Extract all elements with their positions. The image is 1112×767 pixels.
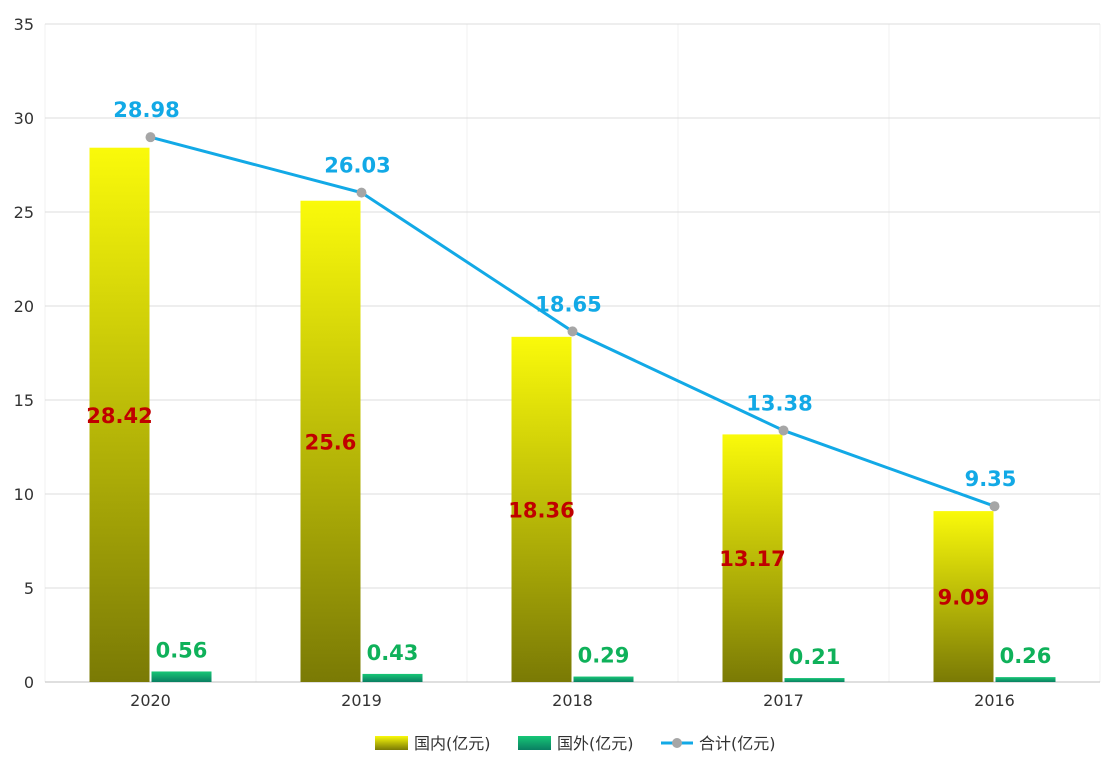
bar-domestic (89, 147, 150, 683)
data-label-domestic: 18.36 (508, 498, 574, 522)
data-label-total: 26.03 (324, 154, 390, 178)
data-label-foreign: 0.43 (367, 641, 419, 665)
y-tick-label: 0 (24, 673, 34, 692)
x-tick-label: 2017 (763, 691, 804, 710)
series-line-total (150, 135, 996, 508)
y-tick-label: 30 (14, 109, 34, 128)
line-point-total (567, 326, 578, 337)
data-label-total: 9.35 (965, 467, 1017, 491)
line-point-total (778, 425, 789, 436)
bar-domestic (933, 511, 994, 682)
y-tick-label: 20 (14, 297, 34, 316)
data-label-total: 28.98 (113, 98, 179, 122)
line-point-total (145, 132, 156, 143)
legend-label-foreign: 国外(亿元) (557, 734, 634, 753)
line-point-total (989, 501, 1000, 512)
legend-label-domestic: 国内(亿元) (414, 734, 491, 753)
data-label-total: 13.38 (746, 391, 812, 415)
data-label-foreign: 0.26 (1000, 644, 1052, 668)
y-tick-label: 15 (14, 391, 34, 410)
y-axis: 0 5 10 15 20 25 30 35 (14, 15, 34, 692)
legend: 国内(亿元) 国外(亿元) 合计(亿元) (375, 734, 776, 753)
legend-swatch-foreign (518, 736, 551, 750)
bar-foreign (573, 676, 634, 682)
legend-marker-total (672, 738, 682, 748)
legend-item-total[interactable]: 合计(亿元) (661, 734, 776, 753)
data-label-domestic: 25.6 (305, 430, 357, 454)
data-label-domestic: 9.09 (938, 586, 990, 610)
bar-foreign (151, 671, 212, 682)
y-tick-label: 10 (14, 485, 34, 504)
x-tick-label: 2018 (552, 691, 593, 710)
data-label-total: 18.65 (535, 292, 601, 316)
y-tick-label: 35 (14, 15, 34, 34)
x-tick-label: 2020 (130, 691, 171, 710)
total-line (145, 132, 1000, 512)
y-tick-label: 5 (24, 579, 34, 598)
legend-label-total: 合计(亿元) (699, 734, 776, 753)
bar-foreign (995, 677, 1056, 682)
data-labels: 28.42 0.56 25.6 0.43 18.36 0.29 13.17 0.21 9.09 0… (86, 98, 1051, 669)
bar-domestic (722, 434, 783, 682)
data-label-foreign: 0.21 (789, 645, 841, 669)
data-label-foreign: 0.29 (578, 644, 630, 668)
data-label-foreign: 0.56 (156, 638, 208, 662)
legend-item-foreign[interactable]: 国外(亿元) (518, 734, 634, 753)
bar-domestic (511, 336, 572, 682)
data-label-domestic: 13.17 (719, 547, 785, 571)
gridlines (44, 23, 1101, 683)
legend-item-domestic[interactable]: 国内(亿元) (375, 734, 491, 753)
x-tick-label: 2019 (341, 691, 382, 710)
bar-domestic (300, 200, 361, 682)
y-tick-label: 25 (14, 203, 34, 222)
x-tick-label: 2016 (974, 691, 1015, 710)
x-axis: 2020 2019 2018 2017 2016 (130, 691, 1015, 710)
line-point-total (356, 187, 367, 198)
bar-foreign (784, 678, 845, 682)
bar-foreign (362, 673, 423, 682)
legend-swatch-domestic (375, 736, 408, 750)
bars (89, 147, 1056, 683)
data-label-domestic: 28.42 (86, 404, 152, 428)
